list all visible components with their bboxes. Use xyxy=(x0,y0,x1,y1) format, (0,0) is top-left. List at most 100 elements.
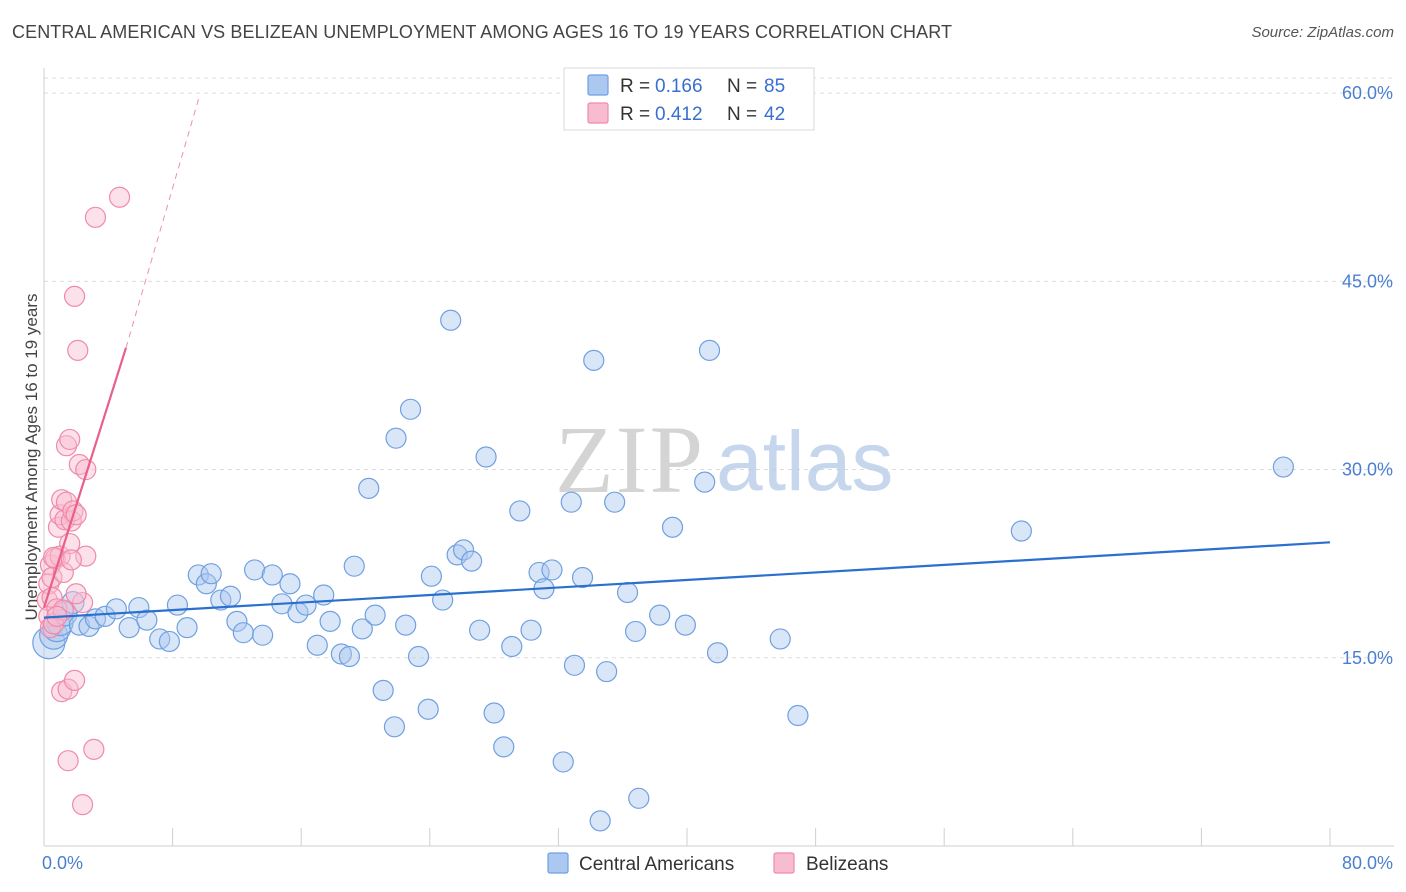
series-central-americans xyxy=(32,309,1294,832)
central-americans-point-47 xyxy=(417,698,439,720)
legend-swatch-central-americans xyxy=(587,74,609,96)
central-americans-point-84 xyxy=(1272,456,1294,478)
central-americans-point-48 xyxy=(420,565,443,587)
y-tick-label-2: 45.0% xyxy=(1342,271,1393,291)
central-americans-point-83 xyxy=(1010,520,1032,542)
bottom-legend-label-belizeans: Belizeans xyxy=(806,854,888,875)
trend-lines xyxy=(42,94,1331,619)
central-americans-point-52 xyxy=(452,539,475,561)
central-americans-point-80 xyxy=(706,642,729,664)
legend-r-value-2: 0.412 xyxy=(655,104,703,125)
trend-line-central-americans xyxy=(43,541,1331,619)
central-americans-point-37 xyxy=(343,555,365,577)
central-americans-point-82 xyxy=(787,704,809,727)
bottom-legend: Central Americans Belizeans xyxy=(547,852,888,875)
central-americans-point-61 xyxy=(528,561,550,584)
central-americans-point-69 xyxy=(589,810,611,832)
x-tick-label-1: 80.0% xyxy=(1342,853,1393,873)
central-americans-point-11 xyxy=(118,617,140,639)
legend-r-label-1: R = xyxy=(620,76,650,97)
central-americans-point-17 xyxy=(176,617,198,639)
central-americans-point-66 xyxy=(563,654,586,676)
watermark: ZIP atlas xyxy=(555,406,893,513)
central-americans-point-67 xyxy=(571,566,594,589)
central-americans-point-68 xyxy=(583,349,605,371)
belizeans-point-9 xyxy=(46,598,68,620)
y-axis-label: Unemployment Among Ages 16 to 19 years xyxy=(22,294,41,621)
x-ticks: 0.0% 80.0% xyxy=(42,828,1393,873)
belizeans-point-15 xyxy=(52,599,74,621)
central-americans-point-39 xyxy=(358,477,380,499)
central-americans-point-78 xyxy=(694,471,716,493)
central-americans-point-24 xyxy=(232,622,254,644)
central-americans-point-34 xyxy=(319,610,341,632)
central-americans-point-46 xyxy=(407,645,430,668)
central-americans-point-22 xyxy=(219,585,242,607)
belizeans-point-41 xyxy=(65,583,87,605)
central-americans-point-54 xyxy=(469,619,491,641)
legend-r-label-2: R = xyxy=(620,104,650,125)
central-americans-point-43 xyxy=(385,427,407,449)
central-americans-point-81 xyxy=(769,628,791,650)
central-americans-point-13 xyxy=(136,609,158,631)
central-americans-point-70 xyxy=(596,660,618,683)
central-americans-point-63 xyxy=(541,559,563,581)
central-americans-point-16 xyxy=(166,594,189,616)
x-tick-label-0: 0.0% xyxy=(42,853,83,873)
central-americans-point-56 xyxy=(483,702,505,724)
central-americans-point-15 xyxy=(158,630,180,653)
central-americans-point-79 xyxy=(698,339,721,361)
bottom-legend-label-central-americans: Central Americans xyxy=(579,854,734,875)
y-tick-labels: 15.0% 30.0% 45.0% 60.0% xyxy=(1342,83,1393,668)
central-americans-point-57 xyxy=(493,736,515,758)
central-americans-point-32 xyxy=(306,634,328,656)
y-tick-label-0: 15.0% xyxy=(1342,648,1393,668)
central-americans-point-76 xyxy=(661,516,684,538)
belizeans-point-17 xyxy=(55,435,78,457)
central-americans-point-72 xyxy=(616,581,639,604)
trend-line-belizeans-extension xyxy=(125,94,201,348)
central-americans-point-42 xyxy=(383,716,406,738)
central-americans-point-59 xyxy=(509,500,531,522)
watermark-atlas: atlas xyxy=(716,414,893,508)
central-americans-point-53 xyxy=(460,550,483,572)
central-americans-point-10 xyxy=(105,598,127,620)
y-tick-label-1: 30.0% xyxy=(1342,460,1393,480)
central-americans-point-27 xyxy=(261,564,283,586)
belizeans-point-38 xyxy=(52,561,74,584)
central-americans-point-9 xyxy=(94,605,116,627)
belizeans-point-35 xyxy=(84,206,107,228)
trend-line-belizeans xyxy=(42,347,128,608)
central-americans-point-45 xyxy=(399,398,422,420)
bottom-legend-swatch-central-americans xyxy=(547,852,569,874)
central-americans-point-77 xyxy=(674,614,696,636)
central-americans-point-64 xyxy=(552,751,574,773)
central-americans-point-60 xyxy=(520,619,542,641)
central-americans-point-65 xyxy=(560,491,582,513)
legend: R = 0.166 N = 85 R = 0.412 N = 42 xyxy=(563,67,815,131)
legend-swatch-belizeans xyxy=(587,102,609,124)
central-americans-point-75 xyxy=(649,604,671,626)
central-americans-point-73 xyxy=(624,620,647,643)
central-americans-point-41 xyxy=(372,679,394,702)
legend-n-value-2: 42 xyxy=(764,104,785,125)
central-americans-point-26 xyxy=(252,624,274,646)
legend-n-label-1: N = xyxy=(727,76,757,97)
central-americans-point-58 xyxy=(501,635,523,658)
central-americans-point-36 xyxy=(338,645,361,668)
chart-title: CENTRAL AMERICAN VS BELIZEAN UNEMPLOYMEN… xyxy=(12,22,953,42)
central-americans-point-40 xyxy=(364,604,386,626)
legend-n-label-2: N = xyxy=(727,104,757,125)
belizeans-point-36 xyxy=(108,186,131,208)
central-americans-point-71 xyxy=(604,491,626,513)
bottom-legend-swatch-belizeans xyxy=(773,852,795,874)
y-tick-label-3: 60.0% xyxy=(1342,83,1393,103)
central-americans-point-50 xyxy=(440,309,462,331)
central-americans-point-23 xyxy=(226,610,248,632)
belizeans-point-20 xyxy=(57,750,79,772)
central-americans-point-25 xyxy=(243,559,266,581)
central-americans-point-35 xyxy=(330,643,352,665)
belizeans-point-28 xyxy=(67,339,89,361)
legend-n-value-1: 85 xyxy=(764,76,785,97)
central-americans-point-74 xyxy=(628,787,650,809)
